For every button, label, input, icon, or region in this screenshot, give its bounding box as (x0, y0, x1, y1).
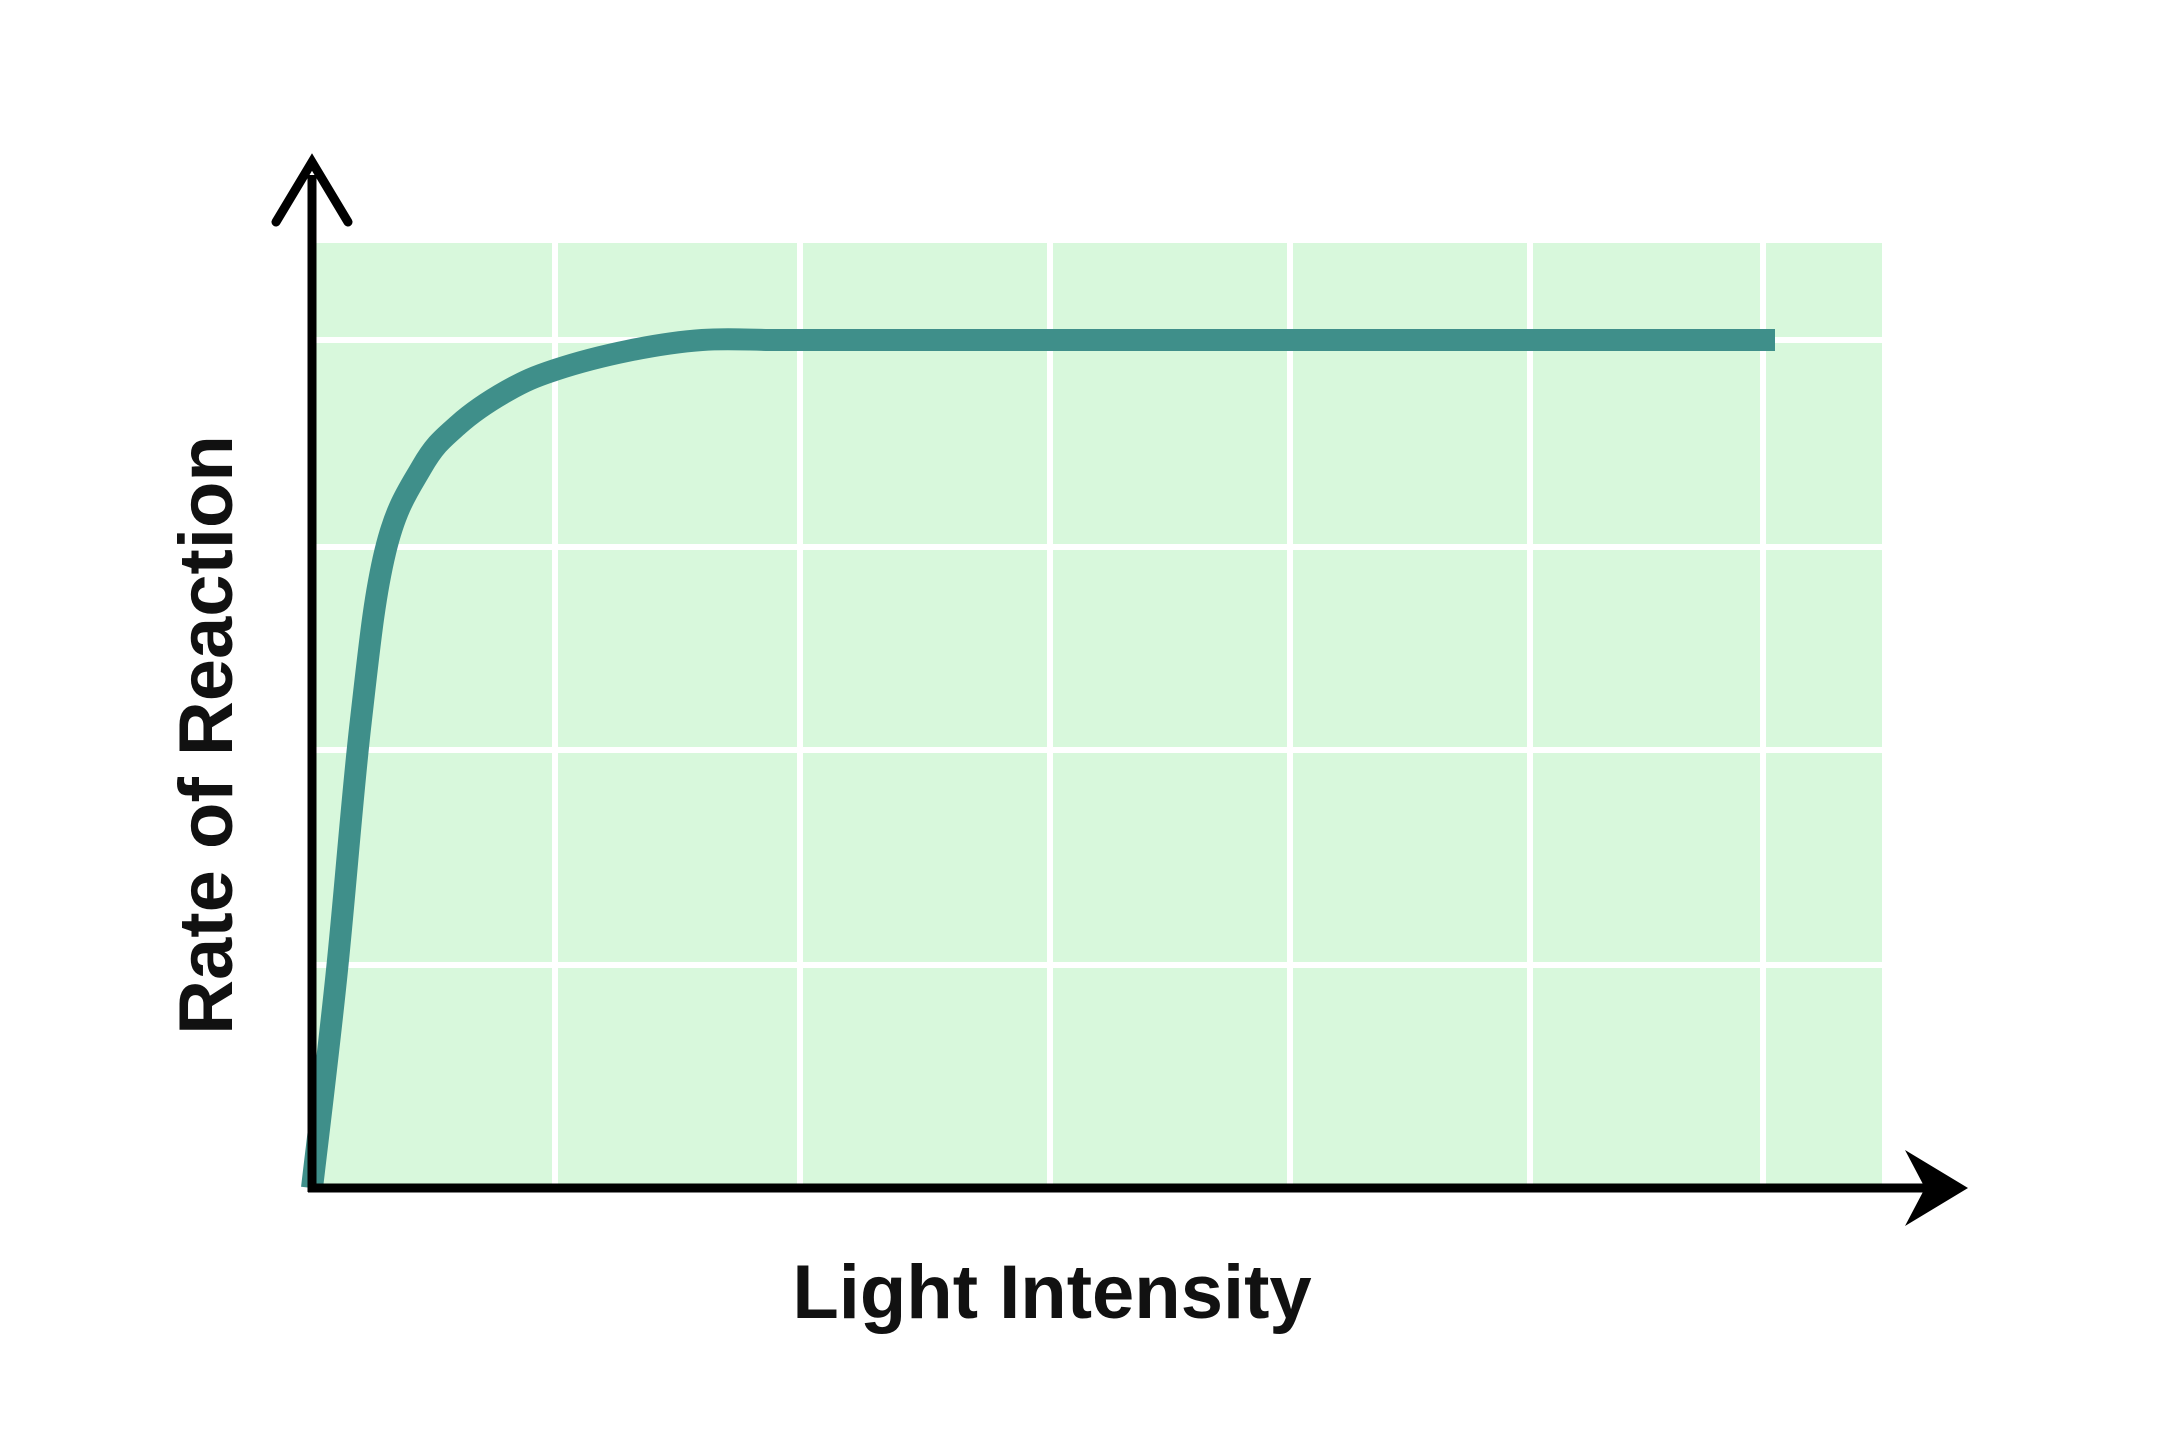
axes (271, 153, 1968, 1226)
grid (312, 243, 1882, 1188)
y-axis-label: Rate of Reaction (164, 435, 249, 1035)
x-axis-label: Light Intensity (792, 1250, 1311, 1335)
y-axis-arrow (271, 153, 353, 227)
series-line (301, 328, 1775, 1190)
x-axis-arrow (1905, 1150, 1968, 1226)
plot-background (312, 243, 1882, 1188)
